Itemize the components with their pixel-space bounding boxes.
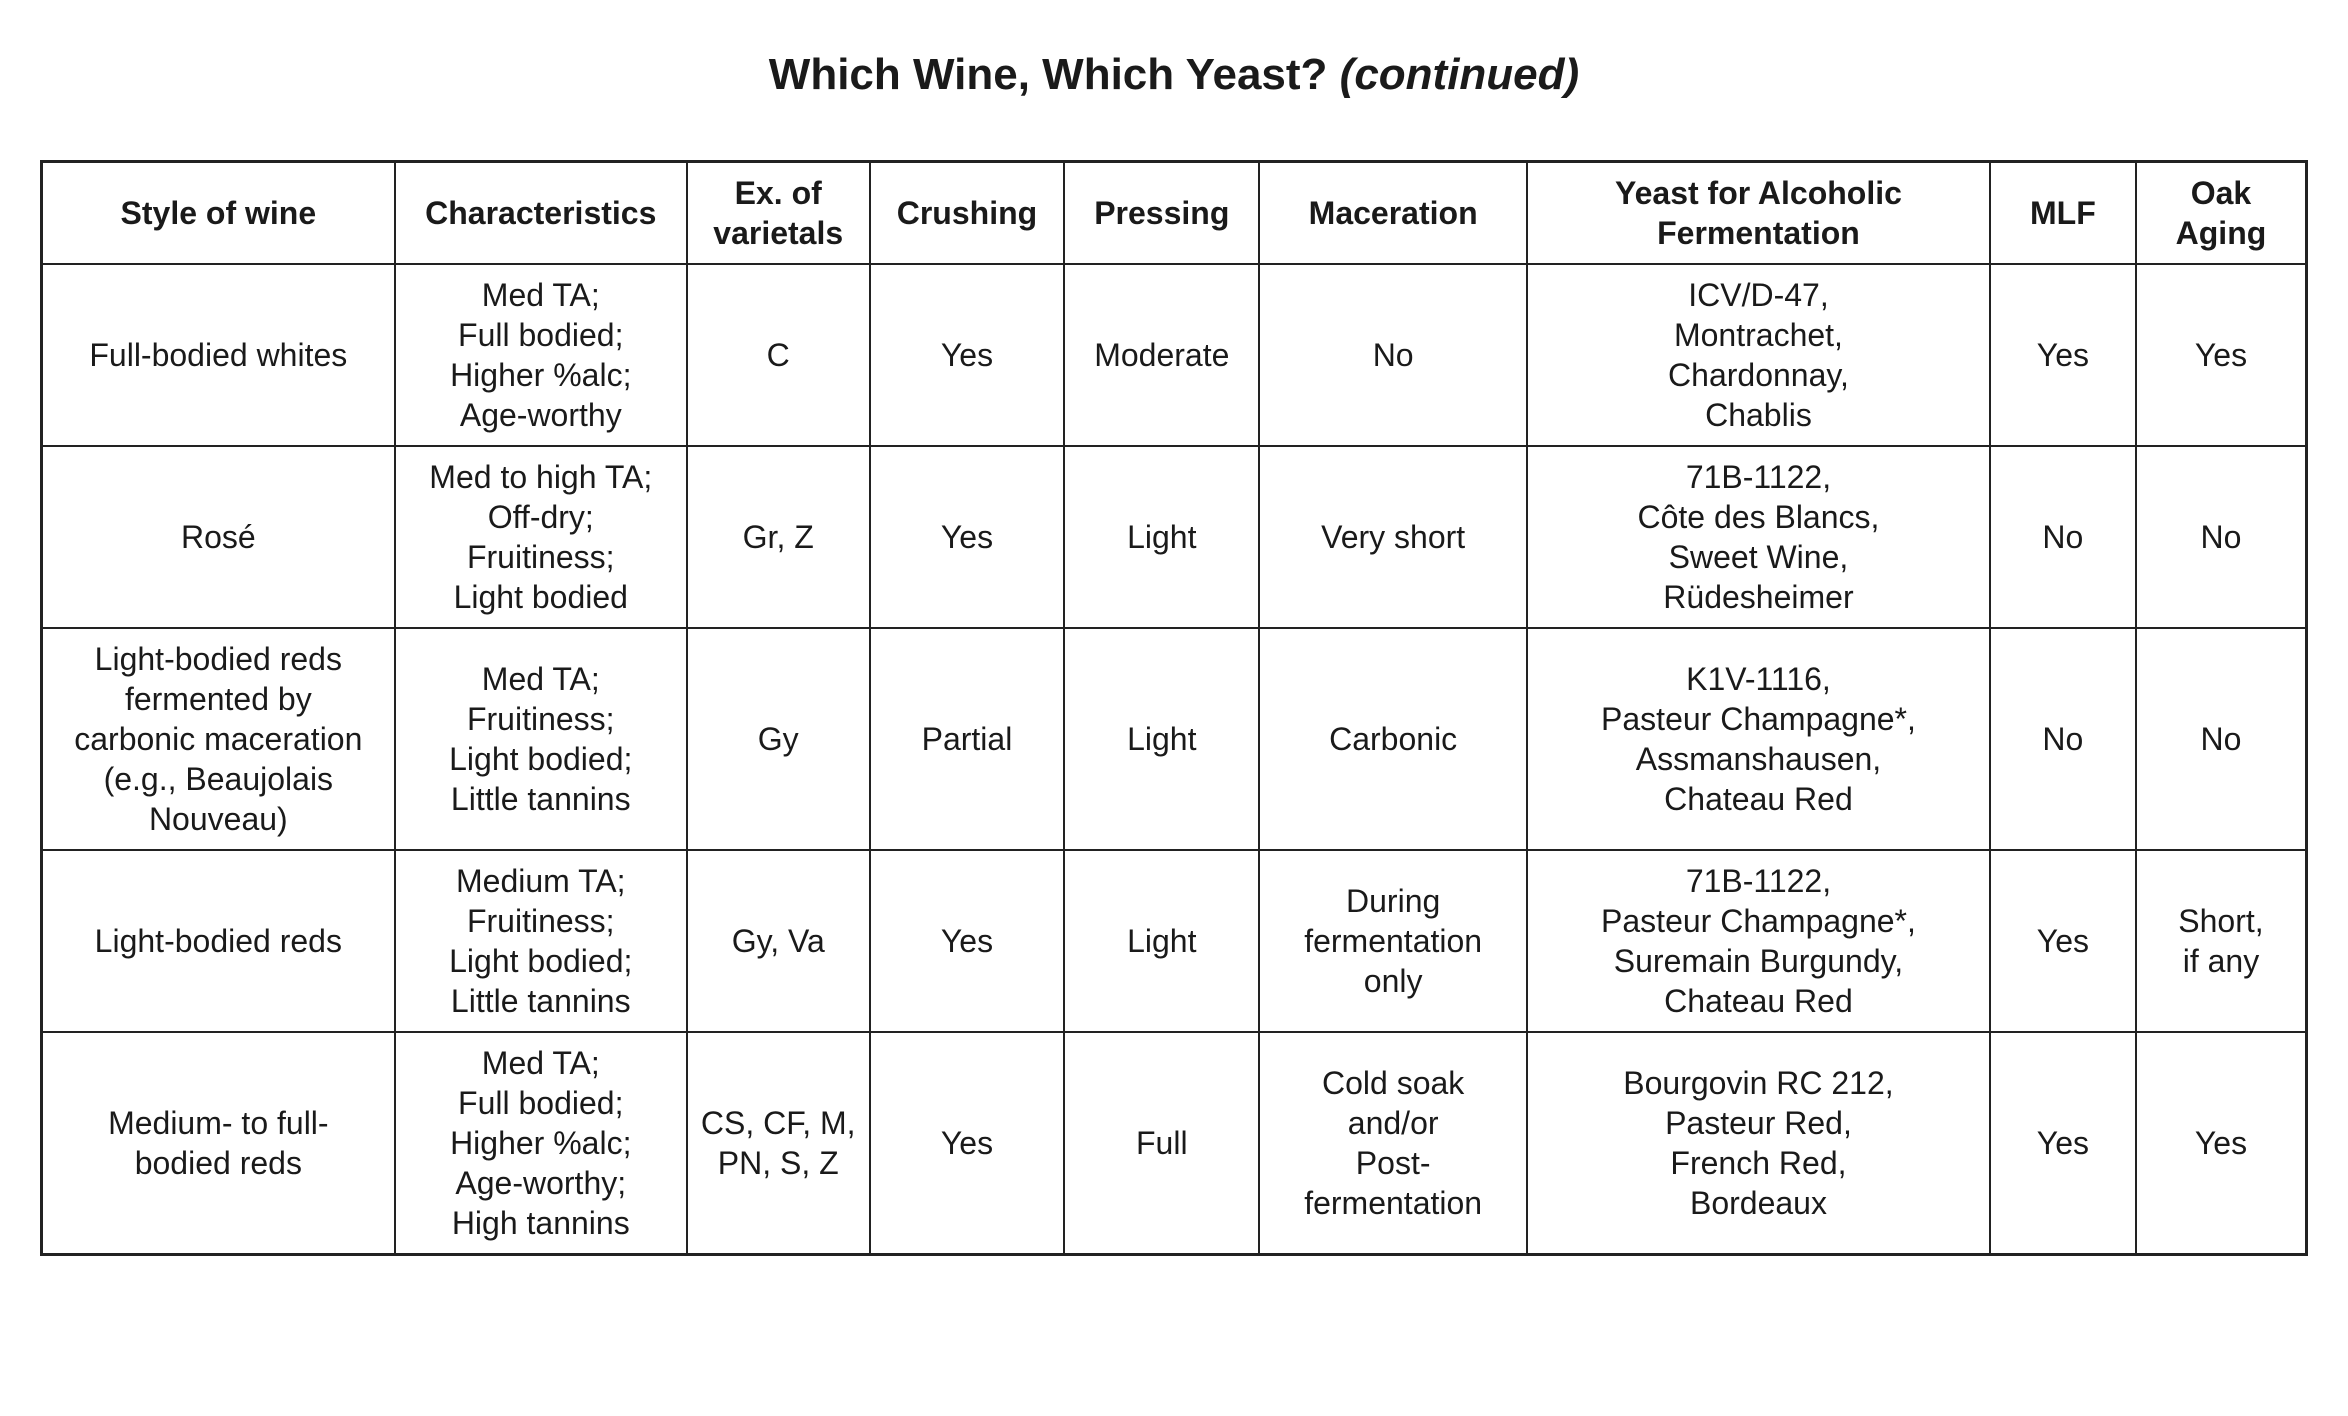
cell-style: Rosé: [42, 446, 395, 628]
col-crushing: Crushing: [870, 162, 1065, 265]
cell-oak: No: [2136, 628, 2307, 850]
table-row: Light-bodied redsMedium TA; Fruitiness; …: [42, 850, 2307, 1032]
cell-pressing: Full: [1064, 1032, 1259, 1255]
col-maceration: Maceration: [1259, 162, 1527, 265]
cell-style: Light-bodied reds: [42, 850, 395, 1032]
table-row: Medium- to full- bodied redsMed TA; Full…: [42, 1032, 2307, 1255]
cell-oak: Yes: [2136, 1032, 2307, 1255]
cell-maceration: No: [1259, 264, 1527, 446]
col-yeast: Yeast for Alcoholic Fermentation: [1527, 162, 1990, 265]
cell-crushing: Yes: [870, 446, 1065, 628]
col-style-of-wine: Style of wine: [42, 162, 395, 265]
cell-mlf: Yes: [1990, 264, 2136, 446]
cell-pressing: Light: [1064, 628, 1259, 850]
cell-yeast: K1V-1116, Pasteur Champagne*, Assmanshau…: [1527, 628, 1990, 850]
cell-crushing: Yes: [870, 264, 1065, 446]
cell-maceration: Very short: [1259, 446, 1527, 628]
wine-yeast-table: Style of wine Characteristics Ex. of var…: [40, 160, 2308, 1256]
table-row: RoséMed to high TA; Off-dry; Fruitiness;…: [42, 446, 2307, 628]
cell-characteristics: Med to high TA; Off-dry; Fruitiness; Lig…: [395, 446, 687, 628]
cell-varietals: Gr, Z: [687, 446, 870, 628]
table-header-row: Style of wine Characteristics Ex. of var…: [42, 162, 2307, 265]
col-characteristics: Characteristics: [395, 162, 687, 265]
cell-varietals: C: [687, 264, 870, 446]
cell-style: Light-bodied reds fermented by carbonic …: [42, 628, 395, 850]
cell-yeast: ICV/D-47, Montrachet, Chardonnay, Chabli…: [1527, 264, 1990, 446]
col-pressing: Pressing: [1064, 162, 1259, 265]
cell-varietals: Gy: [687, 628, 870, 850]
cell-crushing: Partial: [870, 628, 1065, 850]
cell-mlf: No: [1990, 628, 2136, 850]
cell-style: Medium- to full- bodied reds: [42, 1032, 395, 1255]
page-title-wrap: Which Wine, Which Yeast? (continued): [40, 50, 2308, 100]
cell-style: Full-bodied whites: [42, 264, 395, 446]
cell-characteristics: Medium TA; Fruitiness; Light bodied; Lit…: [395, 850, 687, 1032]
cell-mlf: No: [1990, 446, 2136, 628]
cell-yeast: 71B-1122, Pasteur Champagne*, Suremain B…: [1527, 850, 1990, 1032]
cell-varietals: Gy, Va: [687, 850, 870, 1032]
col-oak-aging: Oak Aging: [2136, 162, 2307, 265]
page-title: Which Wine, Which Yeast?: [769, 50, 1340, 99]
table-head: Style of wine Characteristics Ex. of var…: [42, 162, 2307, 265]
cell-characteristics: Med TA; Full bodied; Higher %alc; Age-wo…: [395, 1032, 687, 1255]
cell-crushing: Yes: [870, 850, 1065, 1032]
table-body: Full-bodied whitesMed TA; Full bodied; H…: [42, 264, 2307, 1255]
cell-varietals: CS, CF, M, PN, S, Z: [687, 1032, 870, 1255]
page: Which Wine, Which Yeast? (continued) Sty…: [0, 0, 2348, 1416]
cell-crushing: Yes: [870, 1032, 1065, 1255]
cell-mlf: Yes: [1990, 1032, 2136, 1255]
col-varietals: Ex. of varietals: [687, 162, 870, 265]
cell-mlf: Yes: [1990, 850, 2136, 1032]
table-row: Light-bodied reds fermented by carbonic …: [42, 628, 2307, 850]
cell-pressing: Light: [1064, 446, 1259, 628]
cell-characteristics: Med TA; Fruitiness; Light bodied; Little…: [395, 628, 687, 850]
col-mlf: MLF: [1990, 162, 2136, 265]
cell-oak: Yes: [2136, 264, 2307, 446]
table-row: Full-bodied whitesMed TA; Full bodied; H…: [42, 264, 2307, 446]
cell-yeast: Bourgovin RC 212, Pasteur Red, French Re…: [1527, 1032, 1990, 1255]
cell-oak: No: [2136, 446, 2307, 628]
cell-oak: Short, if any: [2136, 850, 2307, 1032]
cell-pressing: Moderate: [1064, 264, 1259, 446]
cell-maceration: Carbonic: [1259, 628, 1527, 850]
page-title-continued: (continued): [1340, 50, 1580, 99]
cell-pressing: Light: [1064, 850, 1259, 1032]
cell-maceration: During fermentation only: [1259, 850, 1527, 1032]
cell-maceration: Cold soak and/or Post- fermentation: [1259, 1032, 1527, 1255]
cell-yeast: 71B-1122, Côte des Blancs, Sweet Wine, R…: [1527, 446, 1990, 628]
cell-characteristics: Med TA; Full bodied; Higher %alc; Age-wo…: [395, 264, 687, 446]
